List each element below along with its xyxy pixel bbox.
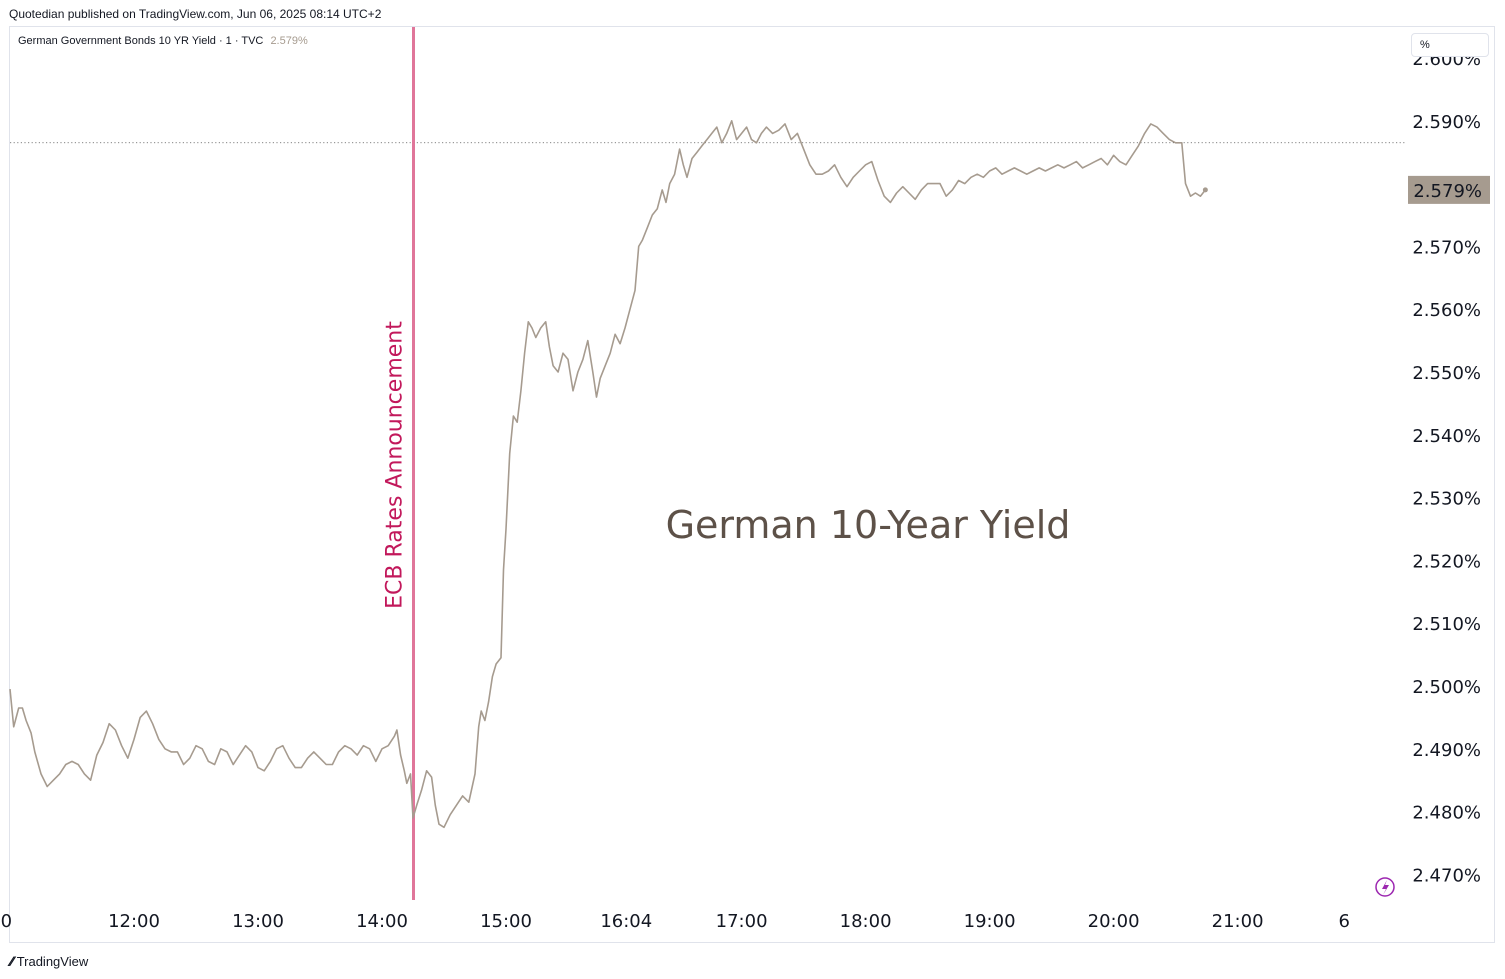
x-tick-label: 20:00 xyxy=(1088,911,1140,932)
y-tick-label: 2.570% xyxy=(1412,237,1481,258)
ecb-event-label: ECB Rates Announcement xyxy=(383,321,408,609)
legend-symbol: German Government Bonds 10 YR Yield · 1 … xyxy=(18,35,264,47)
y-tick-label: 2.510% xyxy=(1412,614,1481,635)
price-unit-button[interactable]: % xyxy=(1411,33,1489,57)
last-point-marker xyxy=(1202,187,1208,193)
x-tick-label: 15:00 xyxy=(480,911,532,932)
y-tick-label: 2.500% xyxy=(1412,677,1481,698)
y-tick-label: 2.550% xyxy=(1412,363,1481,384)
tradingview-logo-icon: ⁄⁄ xyxy=(10,953,14,969)
x-tick-label: 6 xyxy=(1339,911,1350,932)
y-tick-label: 2.490% xyxy=(1412,740,1481,761)
last-price-tag xyxy=(1408,175,1490,204)
last-price-tag-label: 2.579% xyxy=(1413,181,1482,202)
x-tick-label: 17:00 xyxy=(716,911,768,932)
y-tick-label: 2.480% xyxy=(1412,803,1481,824)
y-tick-label: 2.590% xyxy=(1412,112,1481,133)
x-tick-label: :00 xyxy=(0,911,12,932)
tradingview-brand: TradingView xyxy=(16,953,89,969)
chart-title: German 10-Year Yield xyxy=(666,503,1071,547)
y-tick-label: 2.470% xyxy=(1412,865,1481,886)
x-tick-label: 12:00 xyxy=(108,911,160,932)
legend-value: 2.579% xyxy=(270,35,308,47)
y-tick-label: 2.560% xyxy=(1412,300,1481,321)
lightning-bolt-icon xyxy=(1382,880,1389,895)
yield-series-line[interactable] xyxy=(9,120,1207,829)
published-caption: Quotedian published on TradingView.com, … xyxy=(9,7,382,21)
x-tick-label: 13:00 xyxy=(232,911,284,932)
chart-frame[interactable] xyxy=(9,26,1495,943)
tradingview-footer[interactable]: ⁄⁄ TradingView xyxy=(10,953,88,969)
x-tick-label: 19:00 xyxy=(964,911,1016,932)
x-tick-label: 21:00 xyxy=(1212,911,1264,932)
x-tick-label: 14:00 xyxy=(356,911,408,932)
y-tick-label: 2.540% xyxy=(1412,426,1481,447)
x-tick-label: 18:00 xyxy=(840,911,892,932)
y-tick-label: 2.530% xyxy=(1412,489,1481,510)
chart-legend[interactable]: German Government Bonds 10 YR Yield · 1 … xyxy=(18,35,308,47)
y-tick-label: 2.520% xyxy=(1412,551,1481,572)
x-tick-label: 16:04 xyxy=(600,911,652,932)
lightning-icon[interactable] xyxy=(1375,877,1395,897)
